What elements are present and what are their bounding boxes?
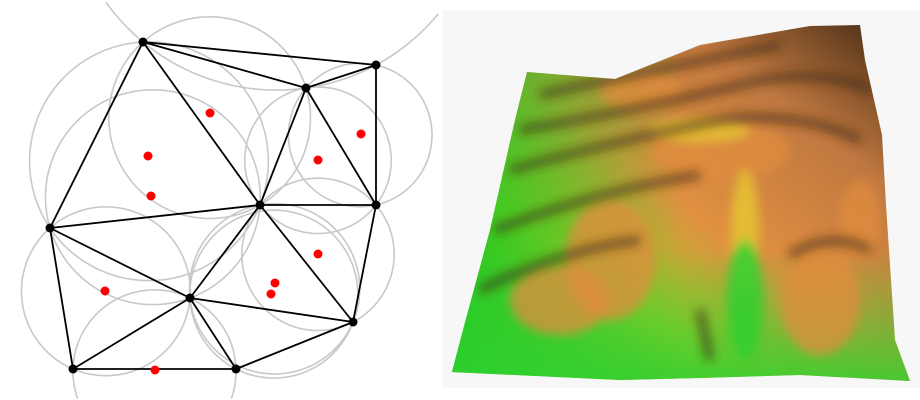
triangle-edge [305, 87, 377, 206]
triangle-edge [49, 227, 191, 299]
sample-points [100, 108, 366, 375]
vertex-point [371, 60, 381, 70]
sample-point [313, 249, 323, 259]
terrain-ridge-shadow [787, 236, 873, 259]
terrain-ridge-shadow [695, 309, 715, 361]
terrain-ridge-shadow [477, 235, 641, 295]
triangle-edge [142, 41, 261, 206]
terrain-ridge-shadow [508, 113, 863, 175]
circumcircle [243, 86, 393, 235]
circumcircle [105, 1, 439, 91]
sample-point [143, 151, 153, 161]
triangle-edge [72, 297, 191, 370]
sample-point [205, 108, 215, 118]
delaunay-triangulation-diagram [20, 1, 439, 399]
triangle-edge [189, 204, 261, 299]
vertex-point [68, 364, 78, 374]
vertex-point [301, 83, 311, 93]
terrain-ridge-shadow [519, 72, 873, 135]
sample-point [270, 278, 280, 288]
triangle-edge [142, 41, 377, 66]
terrain-3d-surface [452, 25, 910, 381]
vertex-point [371, 200, 381, 210]
vertices [45, 37, 381, 374]
terrain-ridge-shadow [493, 170, 701, 235]
vertex-point [185, 293, 195, 303]
triangle-edge [305, 64, 377, 89]
terrain-ridge-shadow [539, 40, 781, 100]
vertex-point [255, 200, 265, 210]
circumcircle [28, 41, 270, 282]
vertex-point [138, 37, 148, 47]
terrain-valley [727, 240, 763, 360]
terrain-peak [780, 245, 860, 355]
vertex-point [231, 364, 241, 374]
triangle-edge [189, 297, 354, 323]
sample-point [100, 286, 110, 296]
terrain-peak [510, 265, 610, 335]
vertex-point [45, 223, 55, 233]
circumcircle [188, 202, 361, 375]
triangle-edge [142, 41, 307, 89]
terrain-panel [443, 10, 920, 388]
sample-point [313, 155, 323, 165]
sample-point [356, 129, 366, 139]
vertex-point [348, 317, 358, 327]
triangle-edge [352, 204, 377, 323]
circumcircle [44, 89, 262, 306]
triangle-edge [189, 297, 237, 370]
circumcircle [287, 62, 433, 208]
triangle-edge [49, 41, 144, 229]
terrain-valley-highlight [650, 118, 750, 142]
sample-point [146, 191, 156, 201]
triangle-edge [259, 87, 307, 206]
terrain-ridge-shadows [477, 40, 873, 361]
triangle-edge [49, 204, 261, 229]
circumcircle [20, 206, 192, 377]
triangle-edges [49, 41, 377, 370]
triangle-edge [235, 321, 354, 370]
sample-point [266, 289, 276, 299]
triangle-edge [259, 204, 354, 323]
sample-point [150, 365, 160, 375]
triangle-edge [49, 227, 74, 370]
circumcircle [72, 289, 237, 399]
